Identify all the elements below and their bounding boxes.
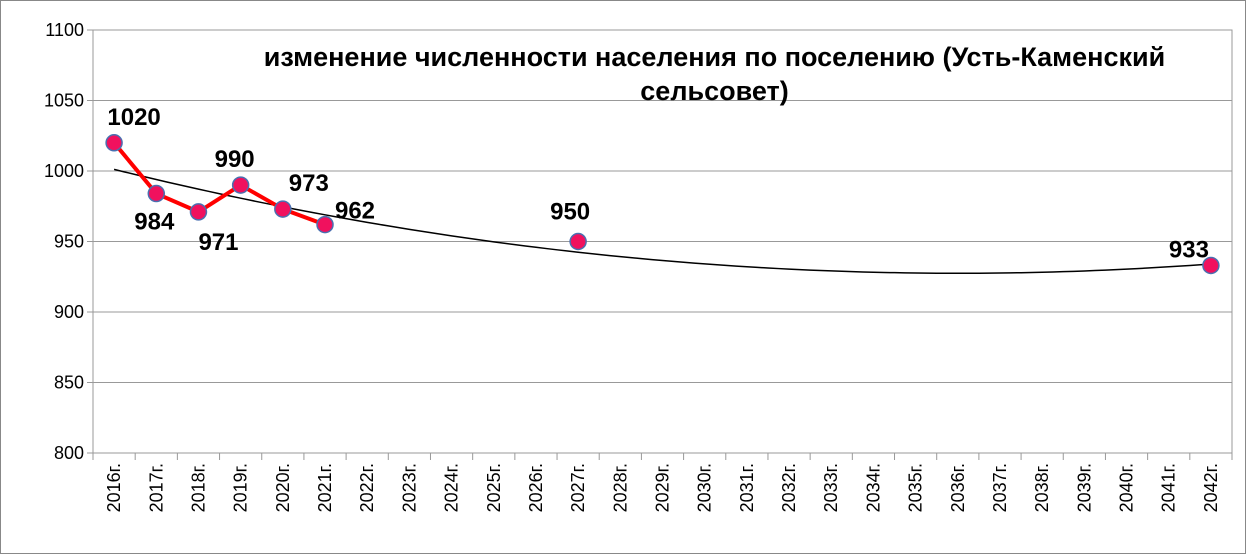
data-label: 962 bbox=[335, 198, 375, 225]
x-tick-label: 2031г. bbox=[737, 463, 757, 512]
x-tick-label: 2036г. bbox=[948, 463, 968, 512]
x-tick-label: 2027г. bbox=[568, 463, 588, 512]
marker bbox=[189, 203, 208, 221]
x-tick-label: 2038г. bbox=[1032, 463, 1052, 512]
data-label: 973 bbox=[289, 170, 329, 197]
x-tick-label: 2020г. bbox=[273, 463, 293, 512]
x-tick-label: 2042г. bbox=[1201, 463, 1221, 512]
x-tick-label: 2034г. bbox=[863, 463, 883, 512]
chart-title: изменение численности населения по посел… bbox=[263, 42, 1166, 106]
marker bbox=[147, 184, 166, 203]
x-tick-label: 2032г. bbox=[779, 463, 799, 512]
x-tick-label: 2016г. bbox=[104, 463, 124, 512]
data-label: 933 bbox=[1169, 236, 1209, 263]
y-tick-label: 1000 bbox=[44, 161, 84, 181]
x-tick-label: 2019г. bbox=[231, 463, 251, 512]
marker bbox=[231, 176, 250, 194]
y-tick-label: 1100 bbox=[45, 20, 84, 40]
marker bbox=[274, 200, 292, 218]
data-label: 984 bbox=[134, 209, 175, 236]
y-tick-label: 950 bbox=[54, 232, 84, 252]
x-tick-label: 2026г. bbox=[526, 463, 546, 512]
y-tick-label: 850 bbox=[54, 373, 84, 393]
data-label: 971 bbox=[198, 229, 238, 256]
x-tick-label: 2039г. bbox=[1074, 463, 1094, 512]
x-tick-label: 2025г. bbox=[484, 463, 504, 512]
x-tick-label: 2029г. bbox=[653, 463, 673, 512]
x-tick-label: 2017г. bbox=[146, 463, 166, 512]
y-tick-label: 800 bbox=[54, 443, 84, 463]
x-tick-label: 2024г. bbox=[442, 463, 462, 512]
x-tick-label: 2033г. bbox=[821, 463, 841, 512]
x-tick-label: 2037г. bbox=[990, 463, 1010, 512]
marker bbox=[105, 134, 123, 152]
data-label: 950 bbox=[550, 199, 590, 226]
trendline bbox=[113, 168, 1211, 275]
x-tick-label: 2023г. bbox=[399, 463, 419, 512]
x-tick-label: 2041г. bbox=[1159, 463, 1179, 512]
x-tick-label: 2021г. bbox=[315, 463, 335, 512]
data-label: 990 bbox=[215, 146, 255, 173]
x-tick-label: 2040г. bbox=[1117, 463, 1137, 512]
y-tick-label: 900 bbox=[54, 302, 84, 322]
y-tick-label: 1050 bbox=[44, 91, 84, 111]
marker bbox=[569, 232, 587, 251]
x-tick-label: 2035г. bbox=[906, 463, 926, 512]
x-tick-label: 2018г. bbox=[188, 463, 208, 512]
marker bbox=[316, 215, 334, 234]
data-label: 1020 bbox=[107, 104, 160, 131]
x-tick-label: 2030г. bbox=[695, 463, 715, 512]
x-tick-label: 2028г. bbox=[610, 463, 630, 512]
marker bbox=[1202, 256, 1220, 275]
x-tick-label: 2022г. bbox=[357, 463, 377, 512]
